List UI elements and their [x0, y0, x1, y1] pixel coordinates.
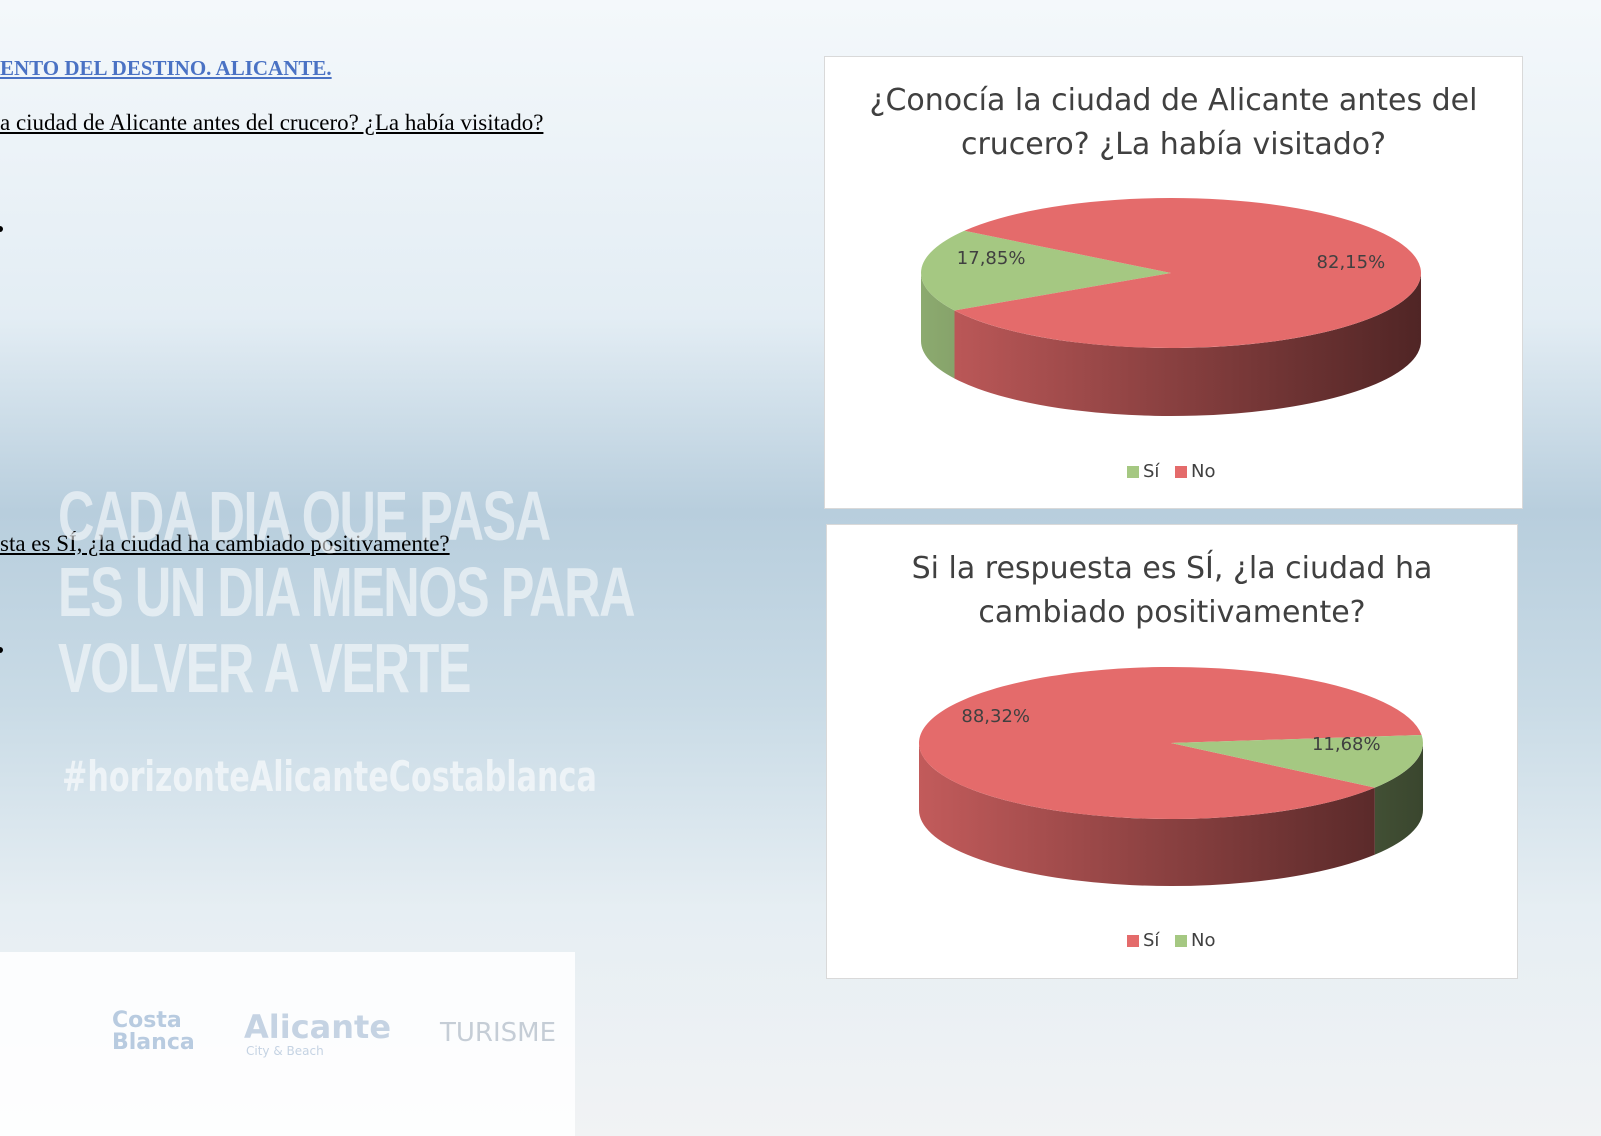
slogan-line: ES UN DIA MENOS PARA [58, 553, 635, 631]
data-label: 82,15% [1317, 252, 1386, 273]
logo: TURISME [440, 1018, 557, 1048]
pie-side [919, 743, 1375, 886]
legend-label: Sí [1143, 930, 1160, 951]
bullet [0, 647, 3, 653]
slogan: CADA DIA QUE PASA ES UN DIA MENOS PARA V… [58, 477, 635, 707]
legend-label: No [1191, 461, 1215, 482]
slogan-line: CADA DIA QUE PASA [58, 477, 551, 555]
question: a ciudad de Alicante antes del crucero? … [0, 110, 544, 135]
pie-side [954, 273, 1421, 416]
pie-slice [954, 198, 1421, 348]
chart: 88,32% 11,68% Sí No [919, 667, 1423, 951]
chart-title: ¿Conocía la ciudad de Alicante antes del… [869, 83, 1478, 162]
legend-label: Sí [1143, 461, 1160, 482]
legend-swatch [1175, 466, 1187, 478]
data-label: 88,32% [961, 706, 1030, 727]
pie-slice [1171, 734, 1423, 788]
logo: Costa Blanca [112, 1008, 195, 1055]
question: sta es SÍ, ¿la ciudad ha cambiado positi… [0, 531, 450, 556]
data-label: 11,68% [1312, 734, 1381, 755]
pie-side [1374, 743, 1423, 855]
legend-swatch [1127, 466, 1139, 478]
legend-label: No [1191, 930, 1215, 951]
bullet [0, 226, 3, 232]
data-label: 17,85% [957, 248, 1026, 269]
chart: 17,85% 82,15% Sí No [921, 198, 1421, 482]
pie-slice [919, 667, 1422, 819]
chart-title: Si la respuesta es SÍ, ¿la ciudad ha cam… [911, 551, 1433, 630]
pie-slice [921, 230, 1171, 311]
pie-side [921, 273, 955, 379]
heading: ENTO DEL DESTINO. ALICANTE. [0, 56, 332, 80]
slogan-line: VOLVER A VERTE [58, 629, 471, 707]
legend-swatch [1175, 935, 1187, 947]
legend-swatch [1127, 935, 1139, 947]
bottom-panel [0, 952, 575, 1136]
hashtag: #horizonteAlicanteCostablanca [62, 752, 597, 801]
chart-box: Si la respuesta es SÍ, ¿la ciudad ha cam… [826, 524, 1518, 979]
chart-box: ¿Conocía la ciudad de Alicante antes del… [824, 56, 1523, 509]
logo: Alicante [244, 1008, 392, 1046]
logo: City & Beach [246, 1044, 324, 1058]
